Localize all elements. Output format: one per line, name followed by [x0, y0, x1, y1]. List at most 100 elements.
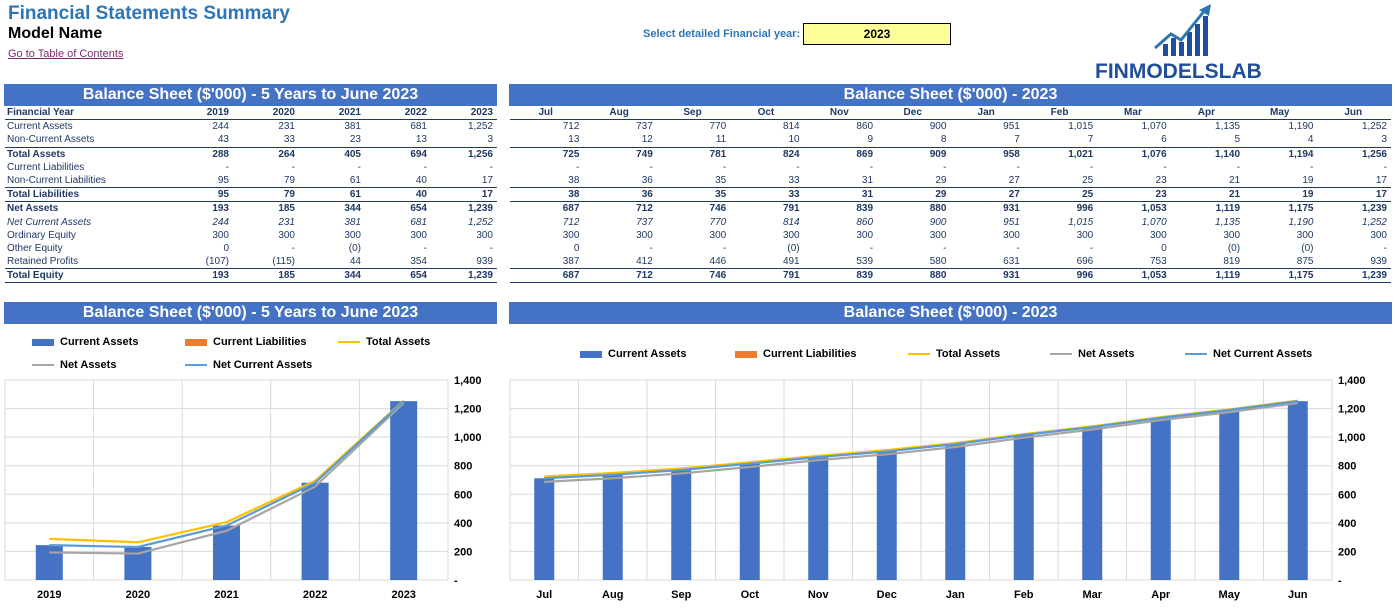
financial-year-select[interactable]: 2023 [803, 23, 951, 45]
table-cell: 17 [431, 187, 497, 203]
table-cell: - [1310, 161, 1314, 173]
table-cell: (0) [1301, 242, 1314, 254]
row-label: Other Equity [7, 242, 63, 254]
table-cell: 1,190 [1288, 216, 1314, 228]
table-cell: 446 [656, 255, 731, 270]
x-tick-label: Mar [1082, 589, 1102, 601]
logo-bars-icon [1154, 4, 1211, 56]
y-tick-label: 1,200 [1338, 404, 1366, 416]
table-row: Net Assets 193 185 344 654 1,239 [5, 202, 497, 216]
legend-item: Net Assets [32, 359, 116, 371]
table-cell: 31 [803, 187, 878, 203]
table-row: Total Liabilities 95 79 61 40 17 [5, 187, 497, 203]
table-of-contents-link[interactable]: Go to Table of Contents [8, 48, 124, 60]
y-tick-label: 1,000 [1338, 432, 1366, 444]
table-row: Current Liabilities - - - - - [5, 161, 497, 174]
table-cell: - [291, 242, 295, 254]
row-label: Total Liabilities [5, 187, 167, 203]
table-cell: - [423, 161, 427, 173]
table-cell: 79 [233, 187, 299, 203]
table-header-row: Jul Aug Sep Oct Nov Dec Jan Feb Mar Apr May Jun [510, 106, 1391, 121]
legend-label: Net Assets [1078, 348, 1135, 360]
table-cell: 931 [950, 268, 1024, 284]
table-cell: - [722, 161, 727, 173]
table-cell: 1,239 [1361, 203, 1387, 215]
table-cell: 0 [223, 242, 229, 254]
column-header: Jul [510, 106, 584, 121]
table-cell: 288 [212, 148, 229, 160]
legend-line-swatch [185, 364, 207, 367]
table-cell: 300 [1003, 229, 1020, 241]
column-header: 2021 [299, 106, 365, 121]
legend-line-swatch [1185, 353, 1207, 356]
table-cell: 1,252 [1361, 216, 1387, 228]
table-cell: 580 [877, 255, 951, 270]
table-cell: 13 [510, 133, 584, 148]
table-row: 687 712 746 791 839 880 931 996 1,053 1,119 1,175 1… [510, 268, 1391, 284]
y-tick-label: 600 [1338, 489, 1356, 501]
table-row: Retained Profits (107) (115) 44 354 939 [5, 255, 497, 270]
table-cell: - [423, 242, 427, 254]
table-cell: 880 [877, 268, 951, 284]
table-cell: 909 [929, 148, 947, 160]
y-tick-label: 1,400 [1338, 375, 1366, 387]
table-cell: 35 [656, 187, 731, 203]
x-tick-label: Dec [877, 589, 897, 601]
legend-item: Total Assets [338, 336, 430, 348]
table-cell: 4 [1244, 133, 1318, 148]
table-cell: - [722, 242, 727, 254]
legend-item: Total Assets [908, 348, 1000, 360]
table-cell: 1,015 [1068, 121, 1094, 133]
bar-current-assets [1150, 417, 1171, 580]
table-cell: 746 [656, 268, 731, 284]
table-cell: - [1236, 161, 1241, 173]
table-cell: 7 [950, 133, 1024, 148]
table-cell: 1,256 [1361, 148, 1387, 160]
legend-label: Net Assets [60, 359, 117, 371]
row-label: Total Equity [5, 268, 167, 284]
table-cell: 7 [1023, 133, 1098, 148]
table-cell: 1,076 [1141, 148, 1167, 160]
table-cell: 1,190 [1288, 121, 1314, 133]
column-header: 2022 [365, 106, 431, 121]
legend-line-swatch [908, 353, 930, 356]
table-cell: - [489, 242, 493, 254]
y-tick-label: 800 [1338, 461, 1356, 473]
table-cell: 791 [782, 203, 800, 215]
row-label: Non-Current Liabilities [5, 173, 167, 189]
table-cell: 300 [562, 229, 580, 241]
annual-chart-banner: Balance Sheet ($'000) - 5 Years to June … [4, 302, 497, 324]
row-label: Non-Current Assets [5, 133, 167, 148]
monthly-chart-legend: Current Assets Current Liabilities Total A… [510, 340, 1390, 370]
table-cell: (0) [348, 242, 361, 254]
table-cell: 3 [1317, 133, 1391, 148]
y-tick-label: 600 [454, 489, 472, 501]
table-cell: 814 [782, 121, 800, 133]
legend-bar-swatch [580, 350, 602, 358]
table-cell: 21 [1170, 187, 1245, 203]
table-cell: 300 [278, 229, 295, 241]
table-cell: 1,194 [1288, 148, 1314, 160]
table-cell: 631 [950, 255, 1024, 270]
table-cell: 1,135 [1215, 121, 1241, 133]
table-cell: 25 [1023, 173, 1098, 189]
table-cell: 300 [856, 229, 874, 241]
bar-current-assets [534, 478, 555, 580]
x-tick-label: Jan [946, 589, 965, 601]
table-cell: 712 [583, 268, 657, 284]
table-cell: (115) [233, 255, 299, 270]
table-cell: 44 [299, 255, 365, 270]
legend-label: Net Current Assets [213, 359, 313, 371]
table-cell: 1,252 [467, 216, 493, 228]
table-cell: 1,252 [1361, 121, 1387, 133]
y-tick-label: - [454, 575, 458, 587]
table-cell: 300 [709, 229, 727, 241]
table-cell: 958 [1003, 148, 1020, 160]
annual-balance-sheet-chart: - 200 400 600 800 1,000 1,200 1,400 2019 2020 2021… [4, 375, 482, 601]
table-cell: 9 [803, 133, 878, 148]
table-cell: 40 [365, 187, 431, 203]
table-row: 38 36 35 33 31 29 27 25 23 21 19 17 [510, 187, 1391, 203]
column-header-label: Financial Year [5, 106, 167, 121]
table-row: Non-Current Liabilities 95 79 61 40 17 [5, 173, 497, 189]
legend-item: Current Liabilities [735, 348, 857, 360]
